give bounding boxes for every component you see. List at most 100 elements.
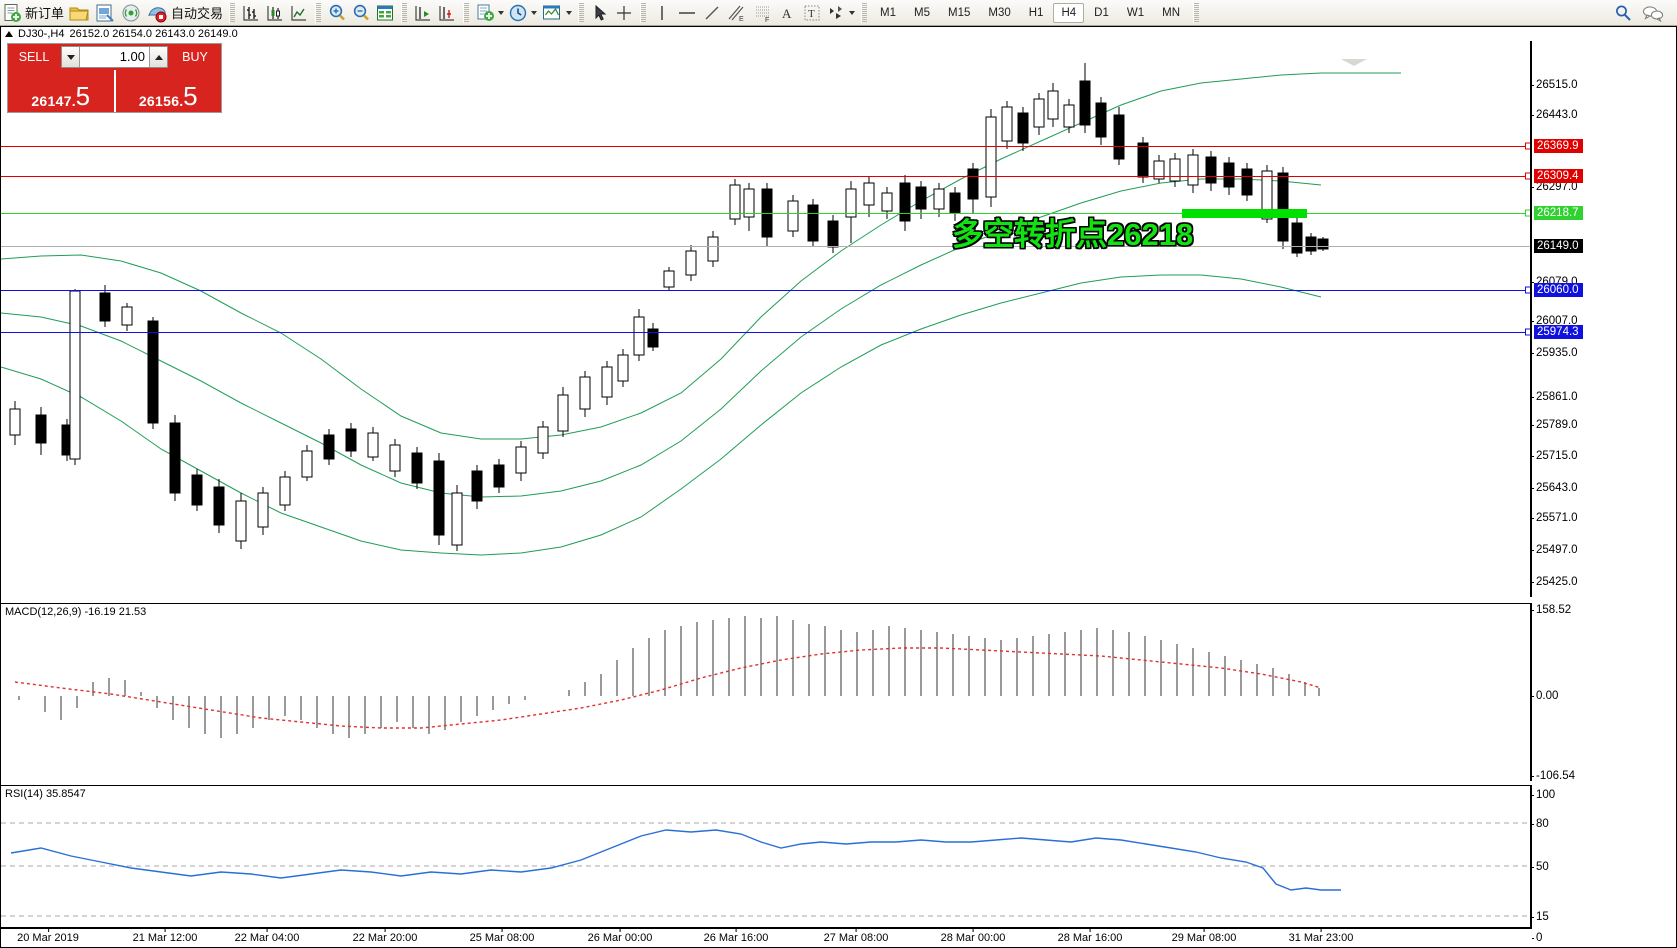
buy-label: BUY — [169, 44, 221, 70]
timeframe-mn[interactable]: MN — [1162, 6, 1180, 19]
chart-annotation-text[interactable]: 多空转折点26218 — [952, 217, 1194, 252]
period-button[interactable] — [506, 1, 539, 25]
chevron-down-icon[interactable] — [566, 10, 573, 15]
price-level-badge-support-2[interactable]: 25974.3 — [1534, 325, 1583, 339]
macd-pane[interactable]: MACD(12,26,9) -16.19 21.53 — [1, 603, 1532, 781]
new-order-button[interactable]: 新订单 — [0, 1, 66, 25]
text-icon: T — [804, 5, 820, 20]
timeframe-h4[interactable]: H4 — [1053, 2, 1085, 23]
auto-scroll-button[interactable] — [411, 1, 435, 25]
volume-input[interactable]: 1.00 — [119, 49, 145, 64]
time-axis[interactable]: 20 Mar 2019 21 Mar 12:00 22 Mar 04:00 22… — [1, 927, 1532, 947]
crosshair-tool-button[interactable] — [612, 1, 636, 25]
indicators-icon — [477, 4, 495, 21]
svg-text:F: F — [765, 17, 769, 23]
timeframe-m30[interactable]: M30 — [988, 6, 1011, 19]
line-chart-button[interactable] — [287, 1, 311, 25]
level-line-support-2[interactable] — [1, 332, 1532, 333]
chevron-up-icon — [154, 54, 163, 60]
price-level-badge-pivot-support[interactable]: 26218.7 — [1534, 206, 1583, 220]
sell-price-integer: 26147 — [31, 93, 72, 109]
horizontal-line-button[interactable] — [674, 1, 700, 25]
text-label-button[interactable]: A — [776, 1, 800, 25]
timeframe-w1[interactable]: W1 — [1126, 6, 1145, 19]
timeframe-m1[interactable]: M1 — [880, 6, 897, 19]
time-tick: 31 Mar 23:00 — [1288, 928, 1354, 944]
network-status-button[interactable] — [118, 1, 144, 25]
collapse-triangle-icon[interactable] — [5, 31, 13, 37]
level-line-last-price — [1, 246, 1532, 247]
volume-increase-button[interactable] — [149, 47, 167, 67]
equidistant-channel-button[interactable]: E — [724, 1, 750, 25]
timeframe-m5[interactable]: M5 — [914, 6, 930, 19]
timeframe-m15[interactable]: M15 — [948, 6, 971, 19]
price-tick: 26007.0 — [1530, 315, 1578, 327]
chevron-down-icon[interactable] — [531, 10, 538, 15]
chevron-down-icon[interactable] — [849, 10, 856, 15]
zoom-out-button[interactable] — [349, 1, 373, 25]
sell-button[interactable]: 26147 . 5 — [8, 70, 114, 112]
chat-button[interactable] — [1639, 1, 1667, 25]
chevron-down-icon[interactable] — [498, 10, 505, 15]
profiles-button[interactable] — [92, 1, 118, 25]
data-window-button[interactable] — [373, 1, 397, 25]
symbol-label: DJ30-,H4 — [18, 28, 65, 40]
timeframe-h1[interactable]: H1 — [1028, 6, 1044, 19]
volume-stepper[interactable]: 1.00 — [61, 46, 168, 68]
time-tick: 22 Mar 04:00 — [234, 928, 300, 944]
bar-chart-button[interactable] — [239, 1, 263, 25]
rsi-tick: 80 — [1530, 818, 1549, 830]
time-tick: 28 Mar 16:00 — [1057, 928, 1123, 944]
one-click-trading-panel[interactable]: SELL 1.00 BUY 26147 . 5 — [7, 43, 222, 113]
octp-header-row: SELL 1.00 BUY — [8, 44, 221, 70]
price-tick: 25861.0 — [1530, 391, 1578, 403]
text-button[interactable]: T — [800, 1, 824, 25]
level-line-support-1[interactable] — [1, 290, 1532, 291]
macd-chart-svg — [14, 616, 1322, 738]
price-level-badge-support-1[interactable]: 26060.0 — [1534, 283, 1583, 297]
price-tick: 26443.0 — [1530, 109, 1578, 121]
time-tick: 26 Mar 00:00 — [587, 928, 653, 944]
buy-price-fraction: 5 — [183, 81, 198, 112]
level-line-resistance-1[interactable] — [1, 146, 1532, 147]
rsi-pane[interactable]: RSI(14) 35.8547 — [1, 785, 1532, 927]
chart-shift-button[interactable] — [435, 1, 459, 25]
indicators-button[interactable] — [473, 1, 506, 25]
macd-axis[interactable]: 158.52 0.00 -106.54 — [1529, 604, 1676, 782]
chart-window[interactable]: DJ30-,H4 26152.0 26154.0 26143.0 26149.0 — [0, 26, 1677, 948]
price-level-badge-resistance-1[interactable]: 26369.9 — [1534, 139, 1583, 153]
level-line-resistance-2[interactable] — [1, 176, 1532, 177]
macd-signal-line — [14, 647, 1322, 729]
price-tick: 26515.0 — [1530, 79, 1578, 91]
text-label-icon: A — [782, 6, 792, 21]
rsi-axis[interactable]: 100 80 50 15 0 — [1529, 786, 1676, 944]
open-data-folder-button[interactable] — [66, 1, 92, 25]
time-tick: 27 Mar 08:00 — [823, 928, 889, 944]
templates-button[interactable] — [539, 1, 574, 25]
vertical-line-button[interactable] — [650, 1, 674, 25]
support-zone-rectangle[interactable] — [1182, 209, 1307, 218]
volume-decrease-button[interactable] — [62, 47, 80, 67]
cursor-tool-button[interactable] — [588, 1, 612, 25]
rsi-line — [10, 829, 1341, 891]
shapes-button[interactable] — [824, 1, 857, 25]
price-pane[interactable]: 多空转折点26218 — [1, 41, 1532, 597]
timeframe-d1[interactable]: D1 — [1094, 6, 1109, 19]
zoom-out-icon — [353, 4, 369, 20]
search-button[interactable] — [1611, 1, 1635, 25]
buy-button[interactable]: 26156 . 5 — [113, 70, 222, 112]
level-line-pivot-support[interactable] — [1, 213, 1532, 214]
price-axis[interactable]: 26515.0 26443.0 26297.0 26079.0 26007.0 … — [1530, 41, 1676, 620]
line-chart-icon — [291, 5, 307, 21]
chart-collapse-tab[interactable] — [1341, 53, 1367, 66]
network-icon — [122, 4, 140, 21]
fibonacci-button[interactable]: F — [750, 1, 776, 25]
rsi-tick: 15 — [1530, 911, 1549, 923]
profiles-icon — [96, 4, 114, 22]
candlestick-chart-button[interactable] — [263, 1, 287, 25]
zoom-in-button[interactable] — [325, 1, 349, 25]
autotrade-button[interactable]: 自动交易 — [144, 1, 225, 25]
price-level-badge-resistance-2[interactable]: 26309.4 — [1534, 169, 1583, 183]
trend-line-button[interactable] — [700, 1, 724, 25]
